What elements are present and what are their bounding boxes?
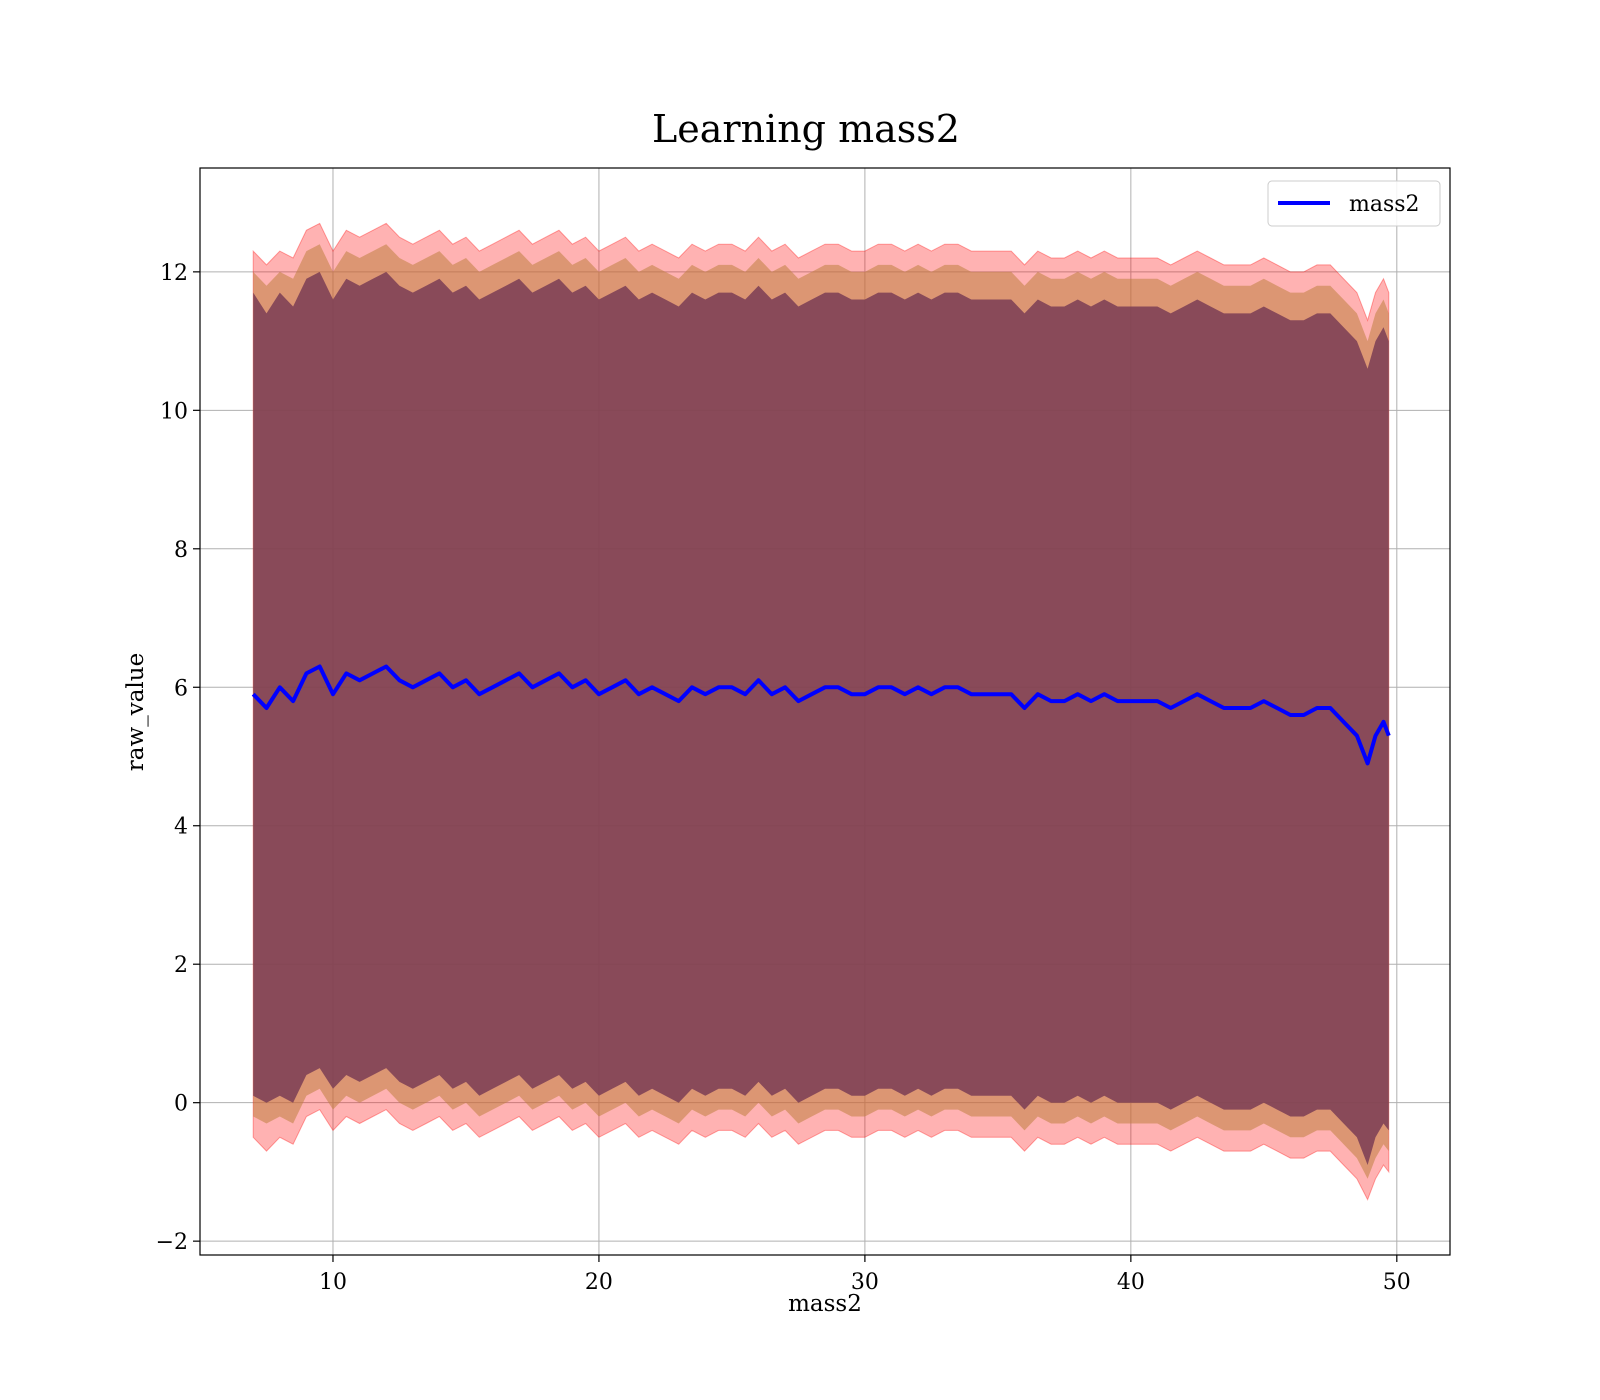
series-lines bbox=[251, 664, 1391, 766]
y-tick-label: 12 bbox=[160, 261, 188, 286]
y-tick-label: 8 bbox=[174, 538, 188, 563]
y-tick-label: 2 bbox=[174, 953, 188, 978]
legend-box bbox=[1267, 180, 1441, 227]
x-axis-label: mass2 bbox=[788, 1291, 862, 1317]
x-tick-label: 40 bbox=[1117, 1270, 1145, 1295]
chart-title: Learning mass2 bbox=[652, 107, 960, 151]
x-tick-label: 30 bbox=[851, 1270, 879, 1295]
y-axis-ticks: −2 0 2 4 6 8 10 12 bbox=[156, 261, 200, 1255]
legend: mass2 bbox=[1267, 180, 1441, 227]
y-tick-label: 4 bbox=[174, 815, 188, 840]
plot-area-frame bbox=[199, 167, 1451, 1256]
x-tick-label: 10 bbox=[319, 1270, 347, 1295]
y-tick-label: −2 bbox=[156, 1230, 188, 1255]
series-line-mass2 bbox=[251, 664, 1391, 766]
band-inner bbox=[253, 271, 1389, 1165]
y-tick-label: 10 bbox=[160, 399, 188, 424]
x-axis-ticks: 10 20 30 40 50 bbox=[319, 1255, 1411, 1295]
y-axis-label: raw_value bbox=[123, 653, 149, 771]
y-tick-label: 0 bbox=[174, 1092, 188, 1117]
y-tick-label: 6 bbox=[174, 676, 188, 701]
x-tick-label: 20 bbox=[585, 1270, 613, 1295]
confidence-bands bbox=[252, 222, 1390, 1201]
legend-label-mass2: mass2 bbox=[1349, 192, 1420, 217]
x-tick-label: 50 bbox=[1383, 1270, 1411, 1295]
